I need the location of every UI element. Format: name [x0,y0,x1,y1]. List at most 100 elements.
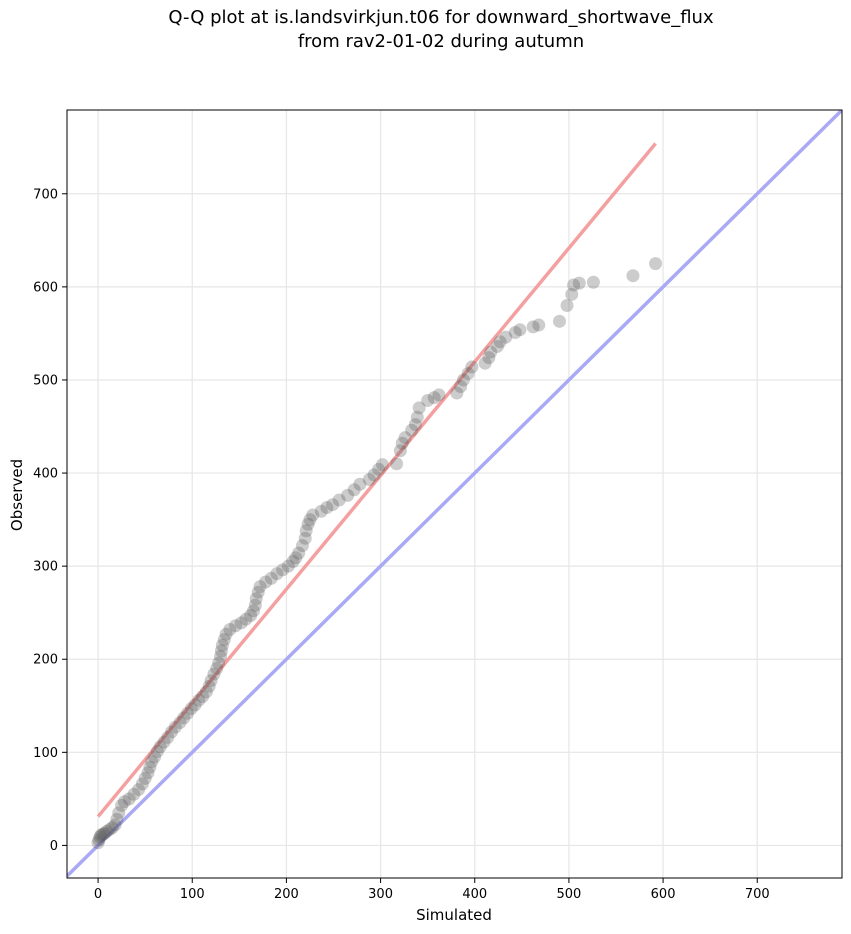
data-point [299,524,313,538]
data-point [295,539,309,553]
data-point [289,551,303,565]
data-point [264,571,278,585]
data-point [199,685,213,699]
data-point [314,504,328,518]
data-point [412,401,426,415]
data-point [91,836,105,850]
plot-frame [66,109,843,879]
data-point [461,366,475,380]
data-point [276,563,290,577]
data-point [248,598,262,612]
data-point [161,730,175,744]
data-point [332,493,346,507]
x-tick-label: 400 [462,887,487,902]
data-point [572,276,586,290]
data-point [93,830,107,844]
data-point [204,674,218,688]
data-point [508,325,522,339]
data-point [143,760,157,774]
x-tick-label: 300 [368,887,393,902]
data-point [112,806,126,820]
data-point [450,386,464,400]
data-point [249,592,263,606]
data-point [234,616,248,630]
data-point [560,298,574,312]
data-point [362,473,376,487]
data-point [270,567,284,581]
y-tick-label: 200 [33,653,58,668]
y-tick-label: 500 [33,373,58,388]
data-point [298,531,312,545]
data-point [244,608,258,622]
data-point [526,320,540,334]
identity-line [67,110,842,878]
data-point [213,649,227,663]
data-point [207,667,221,681]
data-point [405,423,419,437]
y-tick-label: 0 [50,839,58,854]
data-point [253,580,267,594]
data-point [217,633,231,647]
data-point [168,720,182,734]
data-point [513,323,527,337]
x-tick-label: 500 [556,887,581,902]
reference-lines [67,110,842,878]
data-point [108,818,122,832]
data-point [532,318,546,332]
data-point [246,604,260,618]
data-point [478,356,492,370]
data-point [375,458,389,472]
data-point [212,656,226,670]
data-point [148,750,162,764]
data-point [484,345,498,359]
y-axis-label: Observed [8,459,26,531]
data-point [110,812,124,826]
x-tick-label: 0 [94,887,102,902]
data-point [586,275,600,289]
chart-title-line-2: from rav2-01-02 during autumn [297,31,585,52]
data-point [251,585,265,599]
y-tick-label: 600 [33,280,58,295]
data-point [117,795,131,809]
data-point [398,431,412,445]
data-point [626,269,640,283]
data-point [214,644,228,658]
data-point [427,391,441,405]
data-point [115,798,129,812]
data-point [215,638,229,652]
chart-title-line-1: Q-Q plot at is.landsvirkjun.t06 for down… [168,7,714,28]
y-tick-label: 100 [33,746,58,761]
data-point [94,828,108,842]
data-point [229,619,243,633]
data-point [92,833,106,847]
x-tick-label: 100 [180,887,205,902]
data-points [91,257,663,850]
data-point [153,740,167,754]
data-point [649,257,663,271]
data-point [493,335,507,349]
data-point [281,559,295,573]
data-point [393,444,407,458]
chart-title: Q-Q plot at is.landsvirkjun.t06 for down… [0,6,851,54]
data-point [105,821,119,835]
data-point [303,513,317,527]
data-point [552,314,566,328]
data-point [132,783,146,797]
data-point [341,488,355,502]
fit-line [96,142,657,818]
data-point [259,575,273,589]
data-point [239,612,253,626]
data-point [353,477,367,491]
data-point [292,546,306,560]
data-point [100,824,114,838]
data-point [395,436,409,450]
data-point [390,457,404,471]
data-point [138,771,152,785]
data-point [465,360,479,374]
axis-ticks: 0 100 200 300 400 500 600 700 0 100 200 300 400 500 60… [33,187,769,902]
data-point [173,716,187,730]
data-point [432,388,446,402]
data-point [196,689,210,703]
data-point [122,792,136,806]
data-point [372,462,386,476]
